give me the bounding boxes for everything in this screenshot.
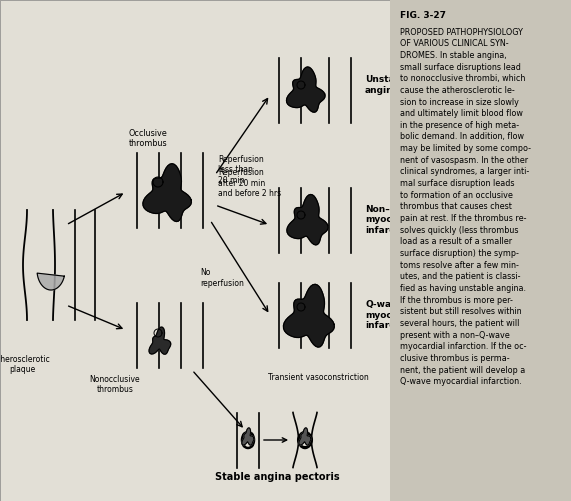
Text: Reperfusion
less than
20 min: Reperfusion less than 20 min bbox=[218, 155, 264, 185]
FancyBboxPatch shape bbox=[390, 0, 571, 501]
Text: Stable angina pectoris: Stable angina pectoris bbox=[215, 472, 339, 482]
Text: Occlusive
thrombus: Occlusive thrombus bbox=[128, 129, 167, 148]
Text: No
reperfusion: No reperfusion bbox=[200, 269, 244, 288]
FancyBboxPatch shape bbox=[0, 0, 390, 501]
Text: Nonocclusive
thrombus: Nonocclusive thrombus bbox=[90, 375, 140, 394]
Polygon shape bbox=[242, 428, 254, 445]
Polygon shape bbox=[299, 428, 311, 445]
Polygon shape bbox=[149, 327, 171, 354]
Text: Unstable
angina: Unstable angina bbox=[365, 75, 411, 95]
Text: Non–Q-wave
myocardial
infarction: Non–Q-wave myocardial infarction bbox=[365, 205, 428, 235]
Text: Reperfusion
after 20 min
and before 2 hrs: Reperfusion after 20 min and before 2 hr… bbox=[218, 168, 281, 198]
Text: Q-wave
myocardial
infarction: Q-wave myocardial infarction bbox=[365, 300, 421, 330]
Text: FIG. 3-27: FIG. 3-27 bbox=[400, 11, 446, 20]
Polygon shape bbox=[283, 285, 334, 347]
Text: Atherosclerotic
plaque: Atherosclerotic plaque bbox=[0, 355, 51, 374]
Polygon shape bbox=[287, 67, 325, 112]
Polygon shape bbox=[37, 273, 65, 290]
Polygon shape bbox=[287, 194, 328, 245]
Text: PROPOSED PATHOPHYSIOLOGY
OF VARIOUS CLINICAL SYN-
DROMES. In stable angina,
smal: PROPOSED PATHOPHYSIOLOGY OF VARIOUS CLIN… bbox=[400, 28, 531, 386]
Text: Transient vasoconstriction: Transient vasoconstriction bbox=[268, 373, 368, 382]
Polygon shape bbox=[143, 164, 191, 221]
